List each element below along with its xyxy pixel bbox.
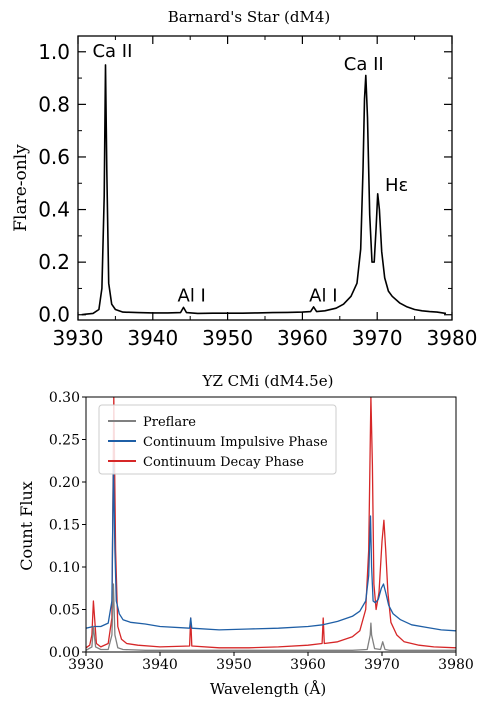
y-tick-label: 0.00 [49,645,80,661]
legend: Preflare Continuum Impulsive Phase Continu… [98,404,337,475]
legend-label: Continuum Impulsive Phase [143,435,328,450]
x-tick-label: 3960 [277,326,328,350]
y-tick-label: 0.25 [49,433,80,449]
series-line-1 [86,464,456,632]
x-tick-label: 3930 [53,326,104,350]
line-annotation: Ca II [92,41,132,62]
x-tick-label: 3960 [290,657,326,673]
y-tick-label: 0.2 [38,250,70,274]
x-axis-label: Wavelength (Å) [210,680,326,698]
legend-label: Preflare [143,415,196,430]
y-tick-label: 0.20 [49,475,80,491]
line-annotation: Al I [178,286,206,307]
y-axis-label: Flare-only [11,144,31,232]
y-tick-label: 0.8 [38,92,70,116]
x-tick-label: 3980 [438,657,474,673]
x-tick-label: 3940 [127,326,178,350]
y-tick-label: 0.4 [38,198,70,222]
y-tick-label: 0.6 [38,145,70,169]
yz-cmi-chart: YZ CMi (dM4.5e) Count Flux Wavelength (Å… [17,372,474,698]
line-annotation: Hε [385,175,408,196]
plot-area: 3930 3940 3950 3960 3970 3980 0.00 0.05 0.10 0.15… [49,390,474,673]
x-tick-label: 3980 [427,326,478,350]
y-tick-label: 0.0 [38,303,70,327]
legend-label: Continuum Decay Phase [143,455,304,470]
x-tick-label: 3930 [68,657,104,673]
legend-box [98,404,337,475]
x-tick-label: 3970 [352,326,403,350]
y-axis-label: Count Flux [17,481,36,571]
chart-title: Barnard's Star (dM4) [168,8,331,26]
chart-title: YZ CMi (dM4.5e) [202,372,334,390]
barnards-star-chart: Barnard's Star (dM4) Flare-only 3930 3940… [11,8,477,350]
y-tick-label: 0.30 [49,390,80,406]
y-tick-label: 0.10 [49,560,80,576]
series-line-0 [86,583,456,651]
plot-frame [77,35,453,321]
x-tick-label: 3940 [142,657,178,673]
x-tick-label: 3950 [216,657,252,673]
y-tick-label: 1.0 [38,40,70,64]
series-line [81,64,447,316]
x-tick-label: 3950 [202,326,253,350]
y-tick-label: 0.05 [49,603,80,619]
plot-frame [85,396,457,653]
line-annotation: Al I [309,286,337,307]
y-tick-label: 0.15 [49,518,80,534]
plot-area: 3930 3940 3950 3960 3970 3980 0.0 0.2 0.4 0.6 0.8 1… [38,36,477,350]
x-tick-label: 3970 [364,657,400,673]
line-annotation: Ca II [344,54,384,75]
